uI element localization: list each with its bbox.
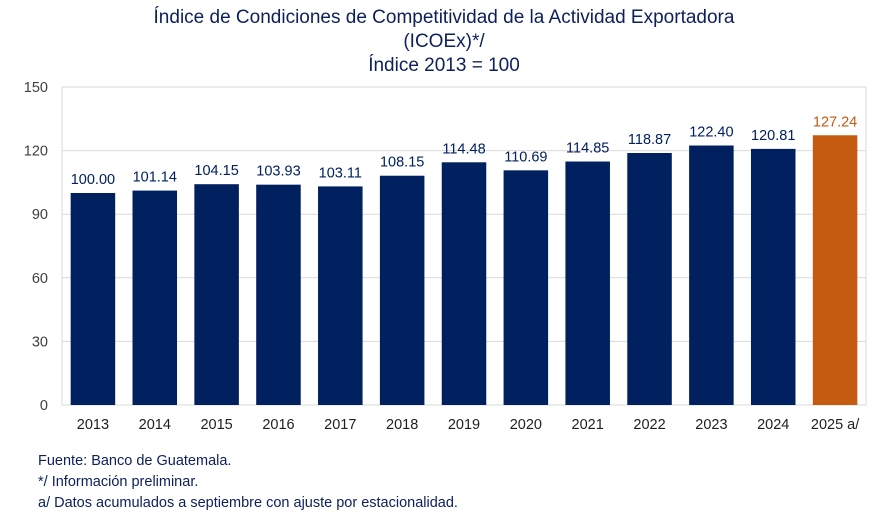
bar bbox=[627, 152, 672, 405]
x-tick-label: 2018 bbox=[386, 417, 418, 433]
data-label: 104.15 bbox=[194, 163, 238, 179]
x-tick-label: 2017 bbox=[324, 417, 356, 433]
data-label: 122.40 bbox=[689, 125, 733, 141]
data-label: 103.11 bbox=[319, 165, 362, 181]
x-tick-label: 2020 bbox=[510, 417, 542, 433]
y-tick-label: 60 bbox=[32, 271, 48, 287]
x-tick-label: 2016 bbox=[262, 417, 294, 433]
bar bbox=[194, 184, 239, 405]
data-label: 101.14 bbox=[133, 170, 177, 186]
bar bbox=[565, 161, 610, 405]
data-label: 127.24 bbox=[813, 114, 857, 130]
y-tick-label: 90 bbox=[32, 207, 48, 223]
x-tick-label: 2022 bbox=[633, 417, 665, 433]
bar bbox=[503, 170, 549, 405]
bar bbox=[318, 186, 363, 405]
data-label: 100.00 bbox=[71, 172, 115, 188]
data-label: 120.81 bbox=[751, 128, 795, 144]
data-label: 110.69 bbox=[504, 149, 547, 165]
x-tick-label: 2021 bbox=[572, 417, 604, 433]
bar bbox=[689, 145, 734, 405]
data-label: 114.85 bbox=[566, 141, 609, 157]
data-label: 103.93 bbox=[256, 164, 300, 180]
chart-title-line2: (ICOEx)*/ bbox=[403, 31, 485, 52]
bar bbox=[379, 175, 425, 405]
bar bbox=[812, 135, 858, 405]
x-tick-label: 2025 a/ bbox=[811, 417, 860, 433]
footnotes: Fuente: Banco de Guatemala. */ Informaci… bbox=[38, 451, 458, 514]
footnote-preliminary: */ Información preliminar. bbox=[38, 474, 199, 490]
y-tick-label: 120 bbox=[24, 144, 48, 160]
x-tick-label: 2015 bbox=[200, 417, 232, 433]
x-tick-label: 2019 bbox=[448, 417, 480, 433]
y-tick-label: 150 bbox=[24, 80, 48, 96]
chart-title-block: Índice de Condiciones de Competitividad … bbox=[0, 6, 888, 78]
y-tick-label: 0 bbox=[40, 398, 48, 414]
x-tick-label: 2014 bbox=[139, 417, 171, 433]
bar bbox=[132, 190, 178, 405]
chart-title: Índice de Condiciones de Competitividad … bbox=[153, 7, 735, 28]
y-tick-label: 30 bbox=[32, 334, 48, 350]
data-label: 118.87 bbox=[628, 132, 671, 148]
chart-subtitle: Índice 2013 = 100 bbox=[368, 55, 520, 76]
data-label: 108.15 bbox=[380, 155, 424, 171]
bar bbox=[441, 162, 487, 405]
data-label: 114.48 bbox=[442, 141, 485, 157]
footnote-accumulated: a/ Datos acumulados a septiembre con aju… bbox=[38, 495, 458, 511]
bar bbox=[750, 148, 796, 405]
footnote-source: Fuente: Banco de Guatemala. bbox=[38, 453, 232, 469]
x-tick-label: 2023 bbox=[695, 417, 727, 433]
bar bbox=[70, 193, 116, 405]
x-tick-label: 2024 bbox=[757, 417, 789, 433]
bar bbox=[256, 184, 301, 405]
x-tick-label: 2013 bbox=[77, 417, 109, 433]
